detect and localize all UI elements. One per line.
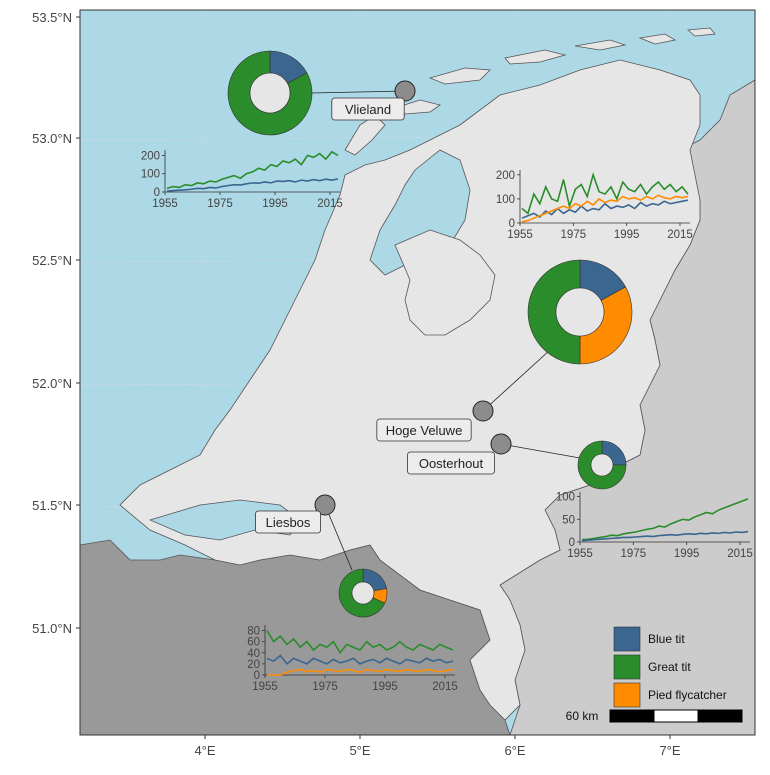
inset-y-tick: 60 <box>247 637 260 649</box>
inset-chart: 0 50 100 1955 1975 1995 2015 <box>556 492 753 560</box>
inset-series-line <box>581 498 749 541</box>
inset-y-tick: 100 <box>141 169 160 181</box>
inset-series-line <box>521 199 689 219</box>
legend-label: Great tit <box>648 660 691 674</box>
inset-y-tick: 200 <box>496 170 515 182</box>
site-pie <box>338 568 388 618</box>
lat-tick-label: 51.0°N <box>32 621 72 636</box>
wadden-island-1 <box>344 114 386 156</box>
site-pie <box>527 259 633 365</box>
site-labels: Vlieland Hoge Veluwe Oosterhout Liesbos <box>255 97 495 534</box>
inset-y-tick: 100 <box>496 194 515 206</box>
wadden-island-7 <box>687 27 716 37</box>
inset-x-tick: 2015 <box>667 229 693 241</box>
wadden-island-3 <box>428 67 491 85</box>
site-pie <box>577 440 627 490</box>
inset-series-line <box>266 630 454 655</box>
lat-tick-label: 52.5°N <box>32 253 72 268</box>
legend-label: Blue tit <box>648 632 685 646</box>
site-marker[interactable] <box>472 400 494 422</box>
lat-tick-label: 53.5°N <box>32 10 72 25</box>
legend-swatch <box>613 682 641 708</box>
inset-series-line <box>267 668 454 676</box>
inset-series-line <box>166 150 339 190</box>
lat-tick-label: 51.5°N <box>32 498 72 513</box>
inset-x-tick: 1975 <box>312 681 338 693</box>
inset-chart: 0 100 200 1955 1975 1995 2015 <box>496 170 693 241</box>
inset-y-tick: 100 <box>556 492 575 504</box>
wadden-island-6 <box>638 33 677 45</box>
inset-x-tick: 1995 <box>674 548 700 560</box>
wadden-island-4 <box>504 49 567 65</box>
inset-y-tick: 40 <box>247 648 260 660</box>
legend-swatch <box>613 654 641 680</box>
site-marker[interactable] <box>490 433 512 455</box>
inset-x-tick: 1955 <box>152 198 178 210</box>
pie-charts <box>227 50 633 618</box>
wadden-island-5 <box>574 39 627 51</box>
site-label: Hoge Veluwe <box>376 418 472 442</box>
inset-x-tick: 1995 <box>262 198 288 210</box>
connectors <box>311 80 581 571</box>
lat-tick-label: 52.0°N <box>32 376 72 391</box>
svg-text:Liesbos: Liesbos <box>266 515 311 530</box>
flevoland-area <box>394 229 496 336</box>
legend: Blue tit Great tit Pied flycatcher <box>613 626 727 708</box>
inset-x-tick: 1995 <box>372 681 398 693</box>
site-pie <box>227 50 313 136</box>
site-marker[interactable] <box>314 494 336 516</box>
inset-x-tick: 2015 <box>432 681 458 693</box>
inset-x-tick: 1955 <box>507 229 533 241</box>
inset-y-tick: 0 <box>569 537 575 549</box>
lon-tick-label: 4°E <box>194 743 215 758</box>
inset-y-tick: 200 <box>141 150 160 162</box>
inset-series-line <box>521 194 689 223</box>
axes: 53.5°N 53.0°N 52.5°N 52.0°N 51.5°N 51.0°N 4°E 5… <box>32 10 681 758</box>
inset-x-tick: 1975 <box>561 229 587 241</box>
inset-chart: 0 100 200 1955 1975 1995 2015 <box>141 150 343 210</box>
inset-y-tick: 80 <box>247 626 260 638</box>
site-label: Vlieland <box>331 97 405 121</box>
inset-x-tick: 1975 <box>621 548 647 560</box>
inset-y-tick: 50 <box>562 514 575 526</box>
inset-series-line <box>166 178 339 192</box>
legend-label: Pied flycatcher <box>648 688 727 702</box>
inset-series-line <box>266 654 454 666</box>
inset-x-tick: 1995 <box>614 229 640 241</box>
lon-tick-label: 7°E <box>659 743 680 758</box>
svg-text:Hoge Veluwe: Hoge Veluwe <box>386 423 463 438</box>
netherlands-land <box>119 59 701 721</box>
lat-tick-label: 53.0°N <box>32 131 72 146</box>
inset-x-tick: 2015 <box>727 548 753 560</box>
panel-border <box>79 9 756 736</box>
lon-tick-label: 6°E <box>504 743 525 758</box>
inset-y-tick: 0 <box>509 218 515 230</box>
inset-y-tick: 20 <box>247 659 260 671</box>
site-marker[interactable] <box>394 80 416 102</box>
inset-y-tick: 0 <box>154 187 160 199</box>
inset-series-line <box>521 172 689 215</box>
inset-series-line <box>581 530 749 542</box>
svg-text:Vlieland: Vlieland <box>345 102 391 117</box>
inset-x-tick: 2015 <box>317 198 343 210</box>
scale-bar: 60 km <box>566 709 743 723</box>
svg-text:Oosterhout: Oosterhout <box>419 456 484 471</box>
lon-tick-label: 5°E <box>349 743 370 758</box>
inset-x-tick: 1955 <box>252 681 278 693</box>
inset-x-tick: 1975 <box>207 198 233 210</box>
site-label: Liesbos <box>255 510 321 534</box>
legend-swatch <box>613 626 641 652</box>
scale-bar-label: 60 km <box>566 709 599 723</box>
site-label: Oosterhout <box>407 451 495 475</box>
inset-y-tick: 0 <box>254 670 260 682</box>
inset-x-tick: 1955 <box>567 548 593 560</box>
